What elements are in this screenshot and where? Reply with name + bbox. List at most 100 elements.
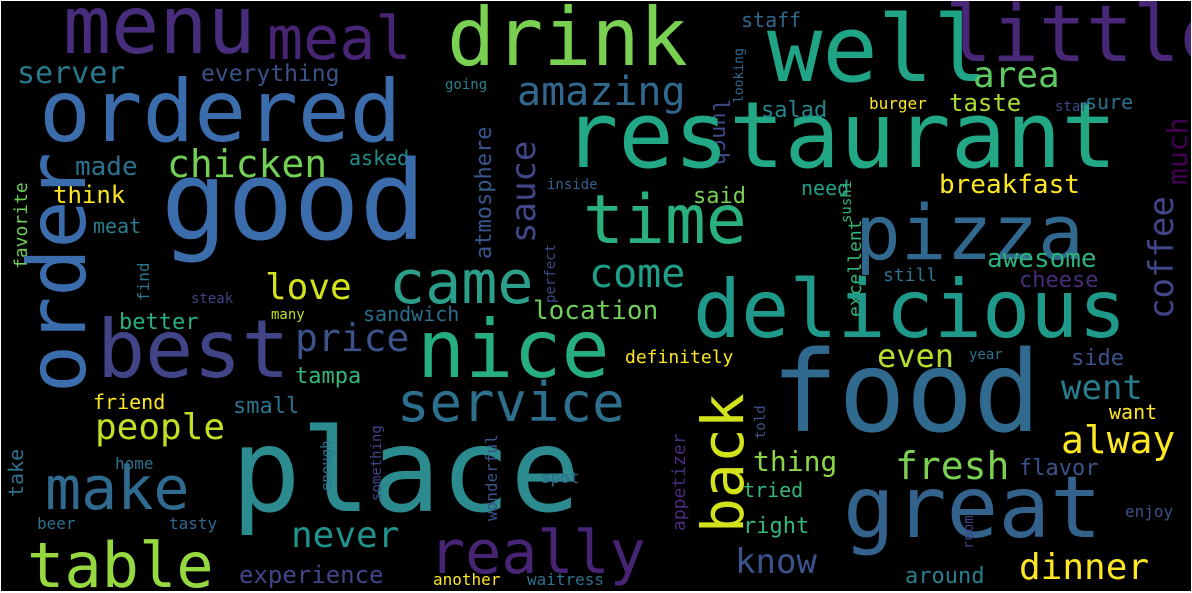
word-inside: inside: [547, 177, 598, 193]
word-asked: asked: [349, 146, 409, 170]
word-awesome: awesome: [987, 244, 1097, 274]
word-sandwich: sandwich: [363, 302, 459, 326]
word-dinner: dinner: [1019, 547, 1149, 588]
word-still: still: [883, 265, 937, 286]
word-alway: alway: [1061, 418, 1175, 462]
word-amazing: amazing: [517, 69, 686, 115]
word-pizza: pizza: [855, 188, 1084, 277]
word-wonderful: wonderful: [482, 434, 501, 521]
word-great: great: [843, 458, 1102, 558]
word-love: love: [265, 267, 352, 308]
word-another: another: [433, 570, 501, 589]
word-went: went: [1061, 368, 1143, 408]
word-looking: looking: [732, 48, 747, 103]
word-server: server: [17, 56, 125, 91]
word-best: best: [97, 303, 290, 396]
word-well: well: [767, 1, 989, 103]
word-never: never: [291, 515, 399, 556]
word-drink: drink: [447, 1, 688, 84]
word-ordered: ordered: [39, 62, 401, 162]
word-good: good: [161, 137, 426, 265]
word-small: small: [233, 394, 299, 419]
word-delicious: delicious: [693, 263, 1126, 356]
word-price: price: [295, 316, 409, 360]
word-favorite: favorite: [11, 182, 32, 269]
word-came: came: [389, 248, 534, 318]
word-steak: steak: [191, 291, 234, 307]
word-sushi: sushi: [839, 181, 855, 223]
word-breakfast: breakfast: [939, 170, 1080, 200]
word-staff: staff: [741, 8, 801, 32]
word-said: said: [693, 184, 746, 209]
word-area: area: [973, 55, 1060, 96]
word-need: need: [801, 176, 849, 200]
word-told: told: [753, 405, 769, 439]
word-time: time: [583, 181, 747, 260]
word-excellent: excellent: [845, 219, 866, 317]
word-restaurant: restaurant: [563, 82, 1117, 189]
word-place: place: [231, 404, 580, 539]
word-think: think: [53, 181, 126, 209]
word-take: take: [4, 449, 28, 497]
word-taste: taste: [949, 89, 1021, 117]
word-appetizer: appetizer: [669, 433, 690, 531]
word-room: room: [961, 515, 977, 549]
word-star: star: [1055, 99, 1089, 115]
word-fresh: fresh: [895, 444, 1009, 488]
word-atmosphere: atmosphere: [472, 127, 497, 259]
word-meal: meal: [267, 4, 412, 74]
word-meat: meat: [93, 214, 141, 238]
word-really: really: [429, 518, 646, 588]
word-tasty: tasty: [169, 514, 218, 533]
word-sauce: sauce: [504, 141, 544, 243]
word-food: food: [771, 328, 1041, 458]
word-something: something: [369, 425, 385, 501]
word-friend: friend: [93, 390, 165, 414]
word-make: make: [45, 454, 190, 524]
word-much: much: [1161, 118, 1191, 185]
word-tampa: tampa: [295, 364, 361, 389]
word-know: know: [735, 542, 817, 582]
word-salad: salad: [761, 98, 827, 123]
word-back: back: [689, 393, 757, 533]
word-going: going: [445, 77, 487, 93]
word-table: table: [27, 529, 214, 591]
word-service: service: [397, 371, 625, 434]
word-year: year: [969, 347, 1003, 363]
word-right: right: [743, 514, 809, 539]
word-find: find: [134, 262, 153, 301]
word-side: side: [1071, 346, 1124, 371]
word-chicken: chicken: [167, 142, 327, 186]
word-around: around: [905, 564, 984, 589]
word-coffee: coffee: [1142, 196, 1182, 319]
word-flavor: flavor: [1019, 456, 1098, 481]
word-better: better: [119, 310, 198, 335]
word-want: want: [1109, 400, 1157, 424]
word-thing: thing: [753, 445, 837, 478]
word-many: many: [271, 307, 305, 323]
word-cheese: cheese: [1019, 268, 1098, 293]
word-tried: tried: [743, 478, 803, 502]
word-experience: experience: [239, 561, 384, 589]
word-enjoy: enjoy: [1125, 502, 1174, 521]
word-sure: sure: [1085, 90, 1133, 114]
word-home: home: [115, 454, 154, 473]
word-spot: spot: [541, 468, 580, 487]
word-come: come: [589, 251, 685, 297]
word-menu: menu: [63, 1, 256, 72]
word-little: little: [945, 1, 1191, 80]
word-perfect: perfect: [543, 244, 559, 303]
word-even: even: [877, 337, 954, 375]
word-enough: enough: [319, 440, 335, 491]
word-nice: nice: [417, 303, 610, 396]
word-burger: burger: [869, 94, 927, 113]
word-made: made: [75, 152, 138, 182]
word-everything: everything: [201, 61, 339, 87]
word-location: location: [533, 296, 658, 326]
word-definitely: definitely: [625, 347, 734, 368]
word-people: people: [95, 407, 225, 448]
